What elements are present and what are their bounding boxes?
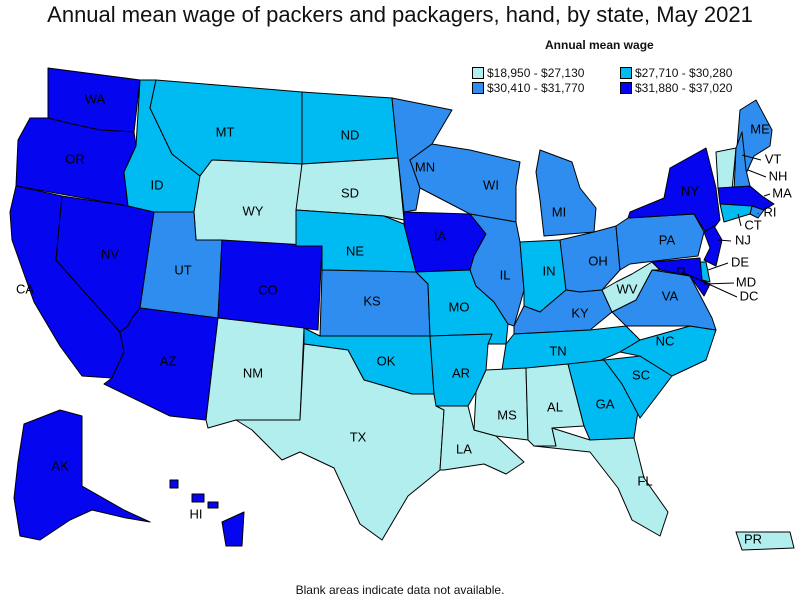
state-vt[interactable] <box>715 147 737 191</box>
state-label-co: CO <box>258 282 278 297</box>
state-label-ia: IA <box>434 228 447 243</box>
leader-line-ma <box>763 193 771 197</box>
state-label-sd: SD <box>341 185 359 200</box>
legend-item-bin-1: $27,710 - $30,280 <box>620 66 732 80</box>
state-label-ok: OK <box>377 353 396 368</box>
state-label-hi: HI <box>190 506 203 521</box>
legend-item-bin-0: $18,950 - $27,130 <box>472 66 584 80</box>
map-title: Annual mean wage of packers and packager… <box>47 2 753 27</box>
state-co[interactable] <box>217 239 323 331</box>
state-dc[interactable] <box>677 267 685 275</box>
legend-swatch-bin-1 <box>620 67 632 79</box>
state-label-mo: MO <box>449 299 470 314</box>
state-fl[interactable] <box>533 427 669 537</box>
state-label-wi: WI <box>483 177 499 192</box>
state-label-nj: NJ <box>735 232 751 247</box>
footnote: Blank areas indicate data not available. <box>295 583 505 597</box>
legend-title: Annual mean wage <box>545 38 654 52</box>
state-label-ca: CA <box>16 281 34 296</box>
state-label-me: ME <box>750 121 770 136</box>
state-label-ks: KS <box>363 293 381 308</box>
state-label-dc: DC <box>740 288 759 303</box>
state-label-mi: MI <box>552 204 566 219</box>
state-sd[interactable] <box>295 157 405 221</box>
state-ak[interactable] <box>13 409 151 541</box>
state-label-mt: MT <box>216 124 235 139</box>
state-label-nd: ND <box>341 127 360 142</box>
state-label-fl: FL <box>637 473 652 488</box>
leader-line-nh <box>747 169 767 178</box>
state-hi[interactable] <box>169 479 245 547</box>
legend-label-bin-2: $30,410 - $31,770 <box>487 81 585 95</box>
state-label-or: OR <box>65 151 85 166</box>
state-label-az: AZ <box>160 353 177 368</box>
legend-item-bin-3: $31,880 - $37,020 <box>620 81 732 95</box>
state-label-in: IN <box>543 263 556 278</box>
state-label-md: MD <box>736 274 756 289</box>
state-ct[interactable] <box>719 203 753 223</box>
leader-line-dc <box>681 271 738 298</box>
leader-line-de <box>707 262 729 271</box>
state-label-ma: MA <box>772 185 792 200</box>
leader-line-ct <box>737 213 742 227</box>
state-wv[interactable] <box>601 261 661 313</box>
state-label-nh: NH <box>769 168 788 183</box>
state-label-nv: NV <box>101 246 119 261</box>
state-label-ky: KY <box>571 305 589 320</box>
legend-label-bin-1: $27,710 - $30,280 <box>635 66 733 80</box>
state-ms[interactable] <box>473 367 529 441</box>
leader-line-vt <box>741 154 762 161</box>
state-nj[interactable] <box>703 225 723 267</box>
state-label-ar: AR <box>452 365 470 380</box>
legend-swatch-bin-3 <box>620 82 632 94</box>
state-label-il: IL <box>500 267 511 282</box>
state-label-id: ID <box>151 177 164 192</box>
state-label-pr: PR <box>744 531 762 546</box>
state-label-ct: CT <box>744 217 761 232</box>
state-nc[interactable] <box>619 325 717 377</box>
state-label-de: DE <box>731 254 749 269</box>
state-or[interactable] <box>15 117 137 207</box>
state-wi[interactable] <box>409 143 521 223</box>
state-label-ut: UT <box>174 262 191 277</box>
state-label-la: LA <box>456 441 472 456</box>
state-label-pa: PA <box>659 232 676 247</box>
leader-line-nj <box>717 239 732 242</box>
state-label-nc: NC <box>656 333 675 348</box>
state-label-ak: AK <box>51 458 69 473</box>
state-label-wv: WV <box>617 281 638 296</box>
legend-swatch-bin-2 <box>472 82 484 94</box>
state-il[interactable] <box>469 213 525 327</box>
state-label-wy: WY <box>243 203 264 218</box>
state-pr[interactable] <box>735 531 795 551</box>
state-label-ms: MS <box>497 407 517 422</box>
state-label-wa: WA <box>85 91 106 106</box>
legend-swatch-bin-0 <box>472 67 484 79</box>
state-label-va: VA <box>662 288 679 303</box>
state-ny[interactable] <box>627 147 721 237</box>
state-sc[interactable] <box>603 355 673 419</box>
legend-label-bin-0: $18,950 - $27,130 <box>487 66 585 80</box>
state-label-tn: TN <box>549 343 566 358</box>
state-mi[interactable] <box>535 149 597 237</box>
state-label-vt: VT <box>765 151 782 166</box>
state-nh[interactable] <box>733 131 751 191</box>
state-label-ny: NY <box>681 183 699 198</box>
state-label-ne: NE <box>346 243 364 258</box>
state-label-nm: NM <box>243 365 263 380</box>
state-label-mn: MN <box>415 159 435 174</box>
state-label-ri: RI <box>764 204 777 219</box>
state-label-al: AL <box>547 399 563 414</box>
state-label-tx: TX <box>350 429 367 444</box>
state-md[interactable] <box>651 257 711 297</box>
state-label-oh: OH <box>588 253 608 268</box>
state-la[interactable] <box>435 405 525 475</box>
legend-label-bin-3: $31,880 - $37,020 <box>635 81 733 95</box>
state-label-sc: SC <box>632 367 650 382</box>
legend-item-bin-2: $30,410 - $31,770 <box>472 81 584 95</box>
state-label-ga: GA <box>596 396 615 411</box>
